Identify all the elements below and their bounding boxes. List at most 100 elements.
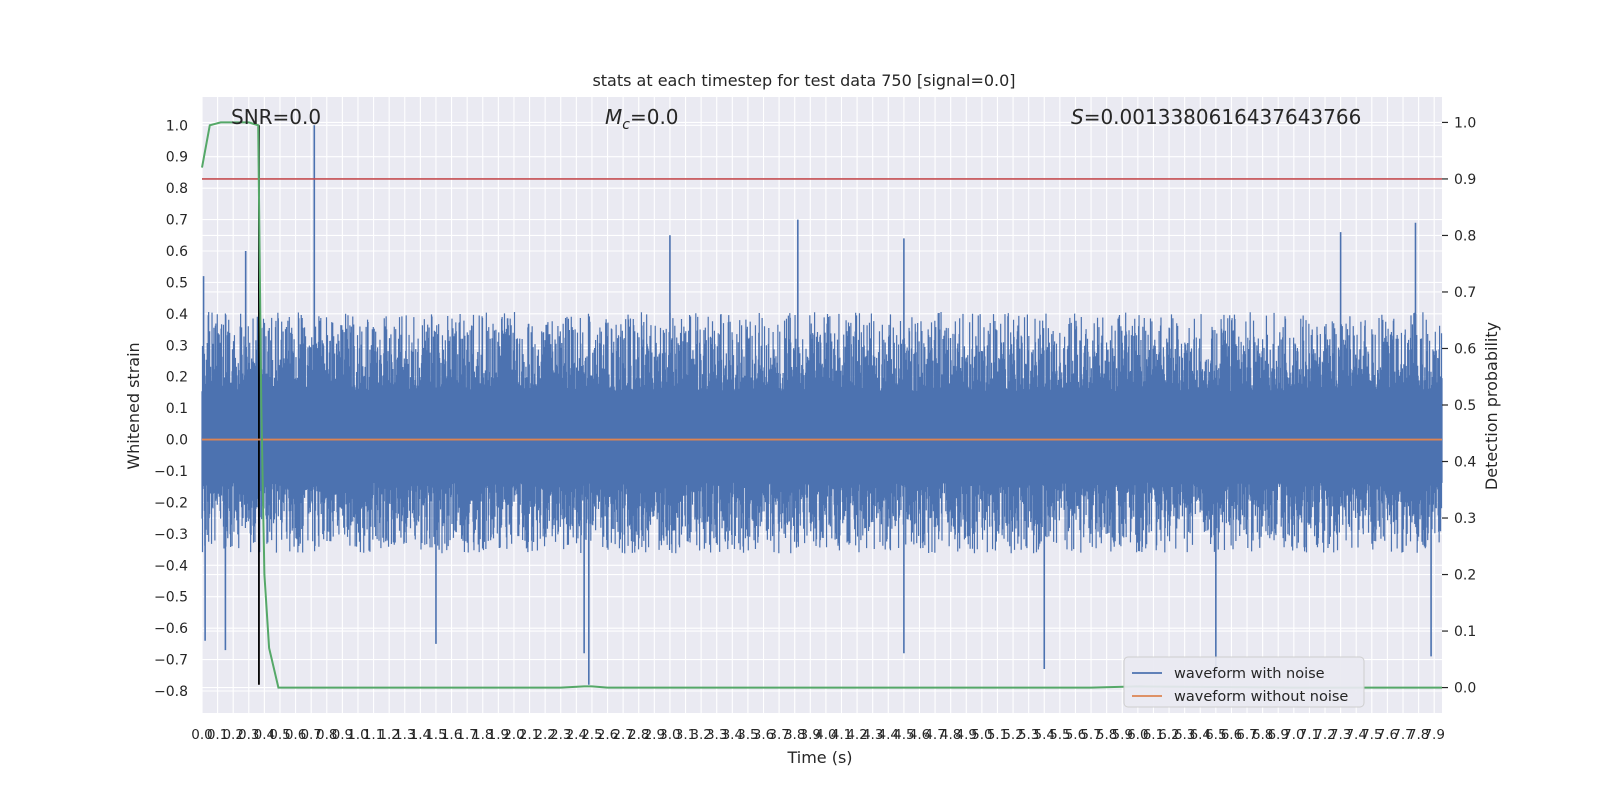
x-tick-label: 0.9 [332, 727, 353, 743]
x-tick-label: 4.9 [956, 727, 977, 743]
noise-band [202, 405, 1442, 465]
x-tick-label: 1.0 [347, 727, 368, 743]
legend-label: waveform without noise [1174, 689, 1348, 705]
x-tick-label: 7.5 [1361, 727, 1382, 743]
x-tick-label: 4.5 [893, 727, 914, 743]
y-tick-label-left: −0.5 [154, 590, 188, 606]
lines [201, 121, 1442, 689]
x-tick-label: 6.7 [1236, 727, 1257, 743]
x-tick-label: 5.8 [1096, 727, 1117, 743]
series-waveform-with-noise [201, 125, 1443, 685]
x-tick-label: 6.3 [1174, 727, 1195, 743]
legend-label: waveform with noise [1174, 666, 1325, 682]
x-tick-label: 6.1 [1143, 727, 1164, 743]
chart-title: stats at each timestep for test data 750… [592, 71, 1015, 90]
x-tick-label: 5.4 [1034, 727, 1055, 743]
x-tick-label: 0.2 [222, 727, 243, 743]
x-tick-label: 6.6 [1221, 727, 1242, 743]
y-tick-label-left: −0.6 [154, 621, 188, 637]
y-tick-label-left: 0.1 [166, 401, 188, 417]
y-tick-label-right: 0.1 [1454, 624, 1476, 640]
y-tick-label-right: 0.7 [1454, 285, 1476, 301]
x-tick-label: 4.3 [862, 727, 883, 743]
x-tick-label: 1.3 [394, 727, 415, 743]
x-tick-label: 1.5 [425, 727, 446, 743]
y-tick-label-left: 0.0 [166, 433, 188, 449]
x-tick-label: 4.8 [940, 727, 961, 743]
x-tick-label: 3.6 [753, 727, 774, 743]
mc-annotation: Mc=0.0 [605, 105, 679, 133]
x-tick-label: 4.7 [924, 727, 945, 743]
x-tick-label: 1.2 [378, 727, 399, 743]
x-tick-label: 5.0 [971, 727, 992, 743]
y-tick-label-right: 0.8 [1454, 228, 1476, 244]
y-axis-right-label: Detection probability [1482, 322, 1501, 490]
mc-value: =0.0 [630, 105, 679, 129]
y-axis-left: 1.0 0.9 0.8 0.7 0.6 0.5 0.4 0.3 0.2 0.1 0.0 −0.1 −0.… [154, 118, 188, 700]
x-tick-label: 5.9 [1112, 727, 1133, 743]
x-tick-label: 7.2 [1314, 727, 1335, 743]
x-tick-label: 2.0 [503, 727, 524, 743]
x-tick-label: 2.3 [550, 727, 571, 743]
y-tick-label-left: 0.4 [166, 307, 188, 323]
x-tick-label: 7.7 [1392, 727, 1413, 743]
y-tick-label-left: −0.8 [154, 684, 188, 700]
x-tick-label: 2.5 [581, 727, 602, 743]
x-tick-label: 6.2 [1158, 727, 1179, 743]
y-tick-label-left: 0.9 [166, 150, 188, 166]
x-tick-label: 0.4 [254, 727, 275, 743]
x-tick-label: 3.7 [768, 727, 789, 743]
s-symbol: S [1071, 105, 1084, 129]
x-tick-label: 7.6 [1377, 727, 1398, 743]
x-tick-label: 1.6 [441, 727, 462, 743]
s-value: =0.0013380616437643766 [1084, 105, 1362, 129]
x-tick-label: 6.8 [1252, 727, 1273, 743]
x-axis: 0.00.10.20.30.40.50.60.70.80.91.01.11.21… [191, 727, 1445, 743]
x-tick-label: 1.8 [472, 727, 493, 743]
snr-annotation: SNR=0.0 [231, 105, 321, 129]
y-tick-label-left: 0.2 [166, 370, 188, 386]
mc-symbol: M [605, 105, 622, 129]
y-tick-label-right: 0.0 [1454, 681, 1476, 697]
legend: waveform with noise waveform without nois… [1123, 656, 1365, 708]
x-tick-label: 0.3 [238, 727, 259, 743]
annotations: SNR=0.0 Mc=0.0 S=0.0013380616437643766 [231, 105, 1361, 133]
x-tick-label: 6.0 [1127, 727, 1148, 743]
x-tick-label: 0.5 [269, 727, 290, 743]
y-tick-label-left: −0.3 [154, 527, 188, 543]
y-tick-label-left: −0.4 [154, 558, 188, 574]
x-tick-label: 2.1 [519, 727, 540, 743]
x-tick-label: 6.5 [1205, 727, 1226, 743]
y-axis-left-label: Whitened strain [124, 342, 143, 469]
x-tick-label: 0.0 [191, 727, 212, 743]
x-tick-label: 5.3 [1018, 727, 1039, 743]
y-tick-label-left: 0.6 [166, 244, 188, 260]
detection-probability-line [201, 121, 1442, 689]
x-tick-label: 2.9 [644, 727, 665, 743]
x-tick-label: 4.2 [846, 727, 867, 743]
x-tick-label: 3.2 [690, 727, 711, 743]
x-tick-label: 0.8 [316, 727, 337, 743]
x-tick-label: 5.5 [1049, 727, 1070, 743]
x-axis-label: Time (s) [786, 748, 852, 767]
y-tick-label-right: 0.2 [1454, 568, 1476, 584]
y-tick-label-left: 1.0 [166, 118, 188, 134]
y-tick-label-left: −0.2 [154, 495, 188, 511]
y-tick-label-left: −0.7 [154, 653, 188, 669]
legend-box [1123, 656, 1365, 708]
x-tick-label: 7.0 [1283, 727, 1304, 743]
x-tick-label: 2.2 [534, 727, 555, 743]
y-tick-label-right: 0.3 [1454, 511, 1476, 527]
x-tick-label: 1.1 [363, 727, 384, 743]
x-tick-label: 4.0 [815, 727, 836, 743]
x-tick-label: 5.2 [1002, 727, 1023, 743]
x-tick-label: 7.1 [1299, 727, 1320, 743]
x-tick-label: 3.1 [675, 727, 696, 743]
y-axis-right: 1.0 0.9 0.8 0.7 0.6 0.5 0.4 0.3 0.2 0.1 0.0 [1442, 115, 1476, 697]
x-tick-label: 4.4 [878, 727, 899, 743]
x-tick-label: 1.4 [410, 727, 431, 743]
y-tick-label-left: 0.3 [166, 338, 188, 354]
y-tick-label-right: 0.6 [1454, 341, 1476, 357]
x-tick-label: 5.7 [1080, 727, 1101, 743]
